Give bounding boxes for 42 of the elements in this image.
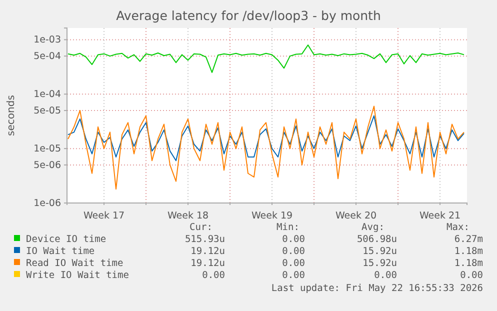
text: Avg:: [362, 222, 384, 233]
y-tick-label: 1e-03: [34, 34, 61, 46]
x-tick-label: Week 18: [167, 210, 209, 222]
y-tick-label: 5e-04: [34, 51, 61, 62]
legend-label: Write IO Wait time: [26, 270, 130, 281]
text: 1.18m: [454, 246, 484, 257]
x-tick-label: Week 19: [251, 210, 293, 222]
text: 6.27m: [454, 234, 484, 245]
text: Last update: Fri May 22 16:55:33 2026: [271, 283, 484, 294]
text: 0.00: [202, 270, 226, 281]
line-series: [68, 106, 464, 190]
y-tick-label: 5e-06: [34, 160, 61, 171]
legend-label: Device IO time: [26, 234, 106, 245]
x-tick-label: Week 20: [335, 210, 377, 222]
text: 515.93u: [184, 234, 225, 245]
text: 0.00: [460, 270, 484, 281]
chart-title: Average latency for /dev/loop3 - by month: [116, 8, 381, 23]
y-tick-label: 1e-05: [34, 144, 61, 155]
text: 15.92u: [362, 246, 397, 257]
text: Max:: [446, 222, 470, 233]
legend-label: Read IO Wait time: [26, 258, 124, 269]
y-tick-label: 1e-04: [34, 89, 61, 100]
x-tick-label: Week 21: [419, 210, 461, 222]
text: 1.18m: [454, 258, 484, 269]
text: Min:: [276, 222, 300, 233]
text: 0.00: [282, 258, 306, 269]
text: 19.12u: [190, 258, 225, 269]
text: 0.00: [282, 234, 306, 245]
text: 0.00: [282, 246, 306, 257]
text: 15.92u: [362, 258, 397, 269]
text: 0.00: [374, 270, 398, 281]
text: Cur:: [190, 222, 212, 233]
text: 506.98u: [356, 234, 397, 245]
legend-label: IO Wait time: [26, 246, 95, 257]
text: 0.00: [282, 270, 306, 281]
text: 19.12u: [190, 246, 225, 257]
line-series: [68, 44, 464, 73]
y-tick-label: 5e-05: [34, 106, 61, 117]
line-series: [68, 115, 464, 162]
y-tick-label: 1e-06: [34, 198, 61, 210]
y-axis-title: seconds: [6, 95, 17, 136]
x-tick-label: Week 17: [83, 210, 125, 222]
